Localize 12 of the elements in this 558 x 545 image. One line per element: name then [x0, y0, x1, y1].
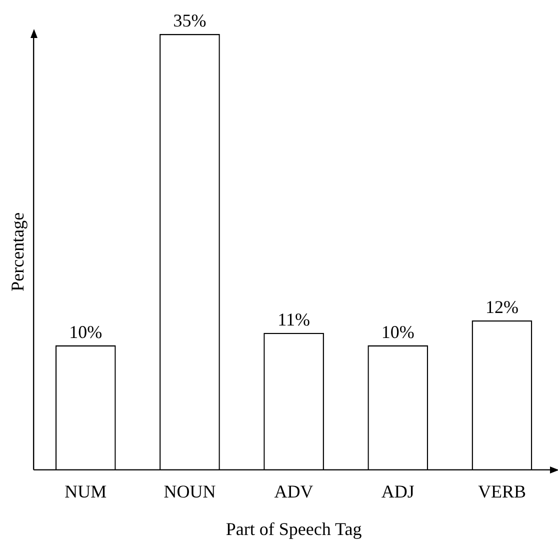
- data-label: 10%: [69, 322, 102, 342]
- data-label: 35%: [173, 10, 206, 31]
- x-tick-label: ADJ: [381, 481, 414, 502]
- y-axis-title: Percentage: [8, 212, 28, 292]
- data-label: 12%: [485, 297, 518, 318]
- x-tick-label: NOUN: [164, 481, 216, 502]
- x-tick-label: VERB: [478, 481, 526, 502]
- x-axis-title: Part of Speech Tag: [226, 518, 362, 539]
- data-label: 10%: [381, 322, 414, 342]
- x-tick-label: NUM: [64, 481, 107, 502]
- x-tick-label: ADV: [274, 481, 314, 502]
- data-label: 11%: [278, 310, 310, 330]
